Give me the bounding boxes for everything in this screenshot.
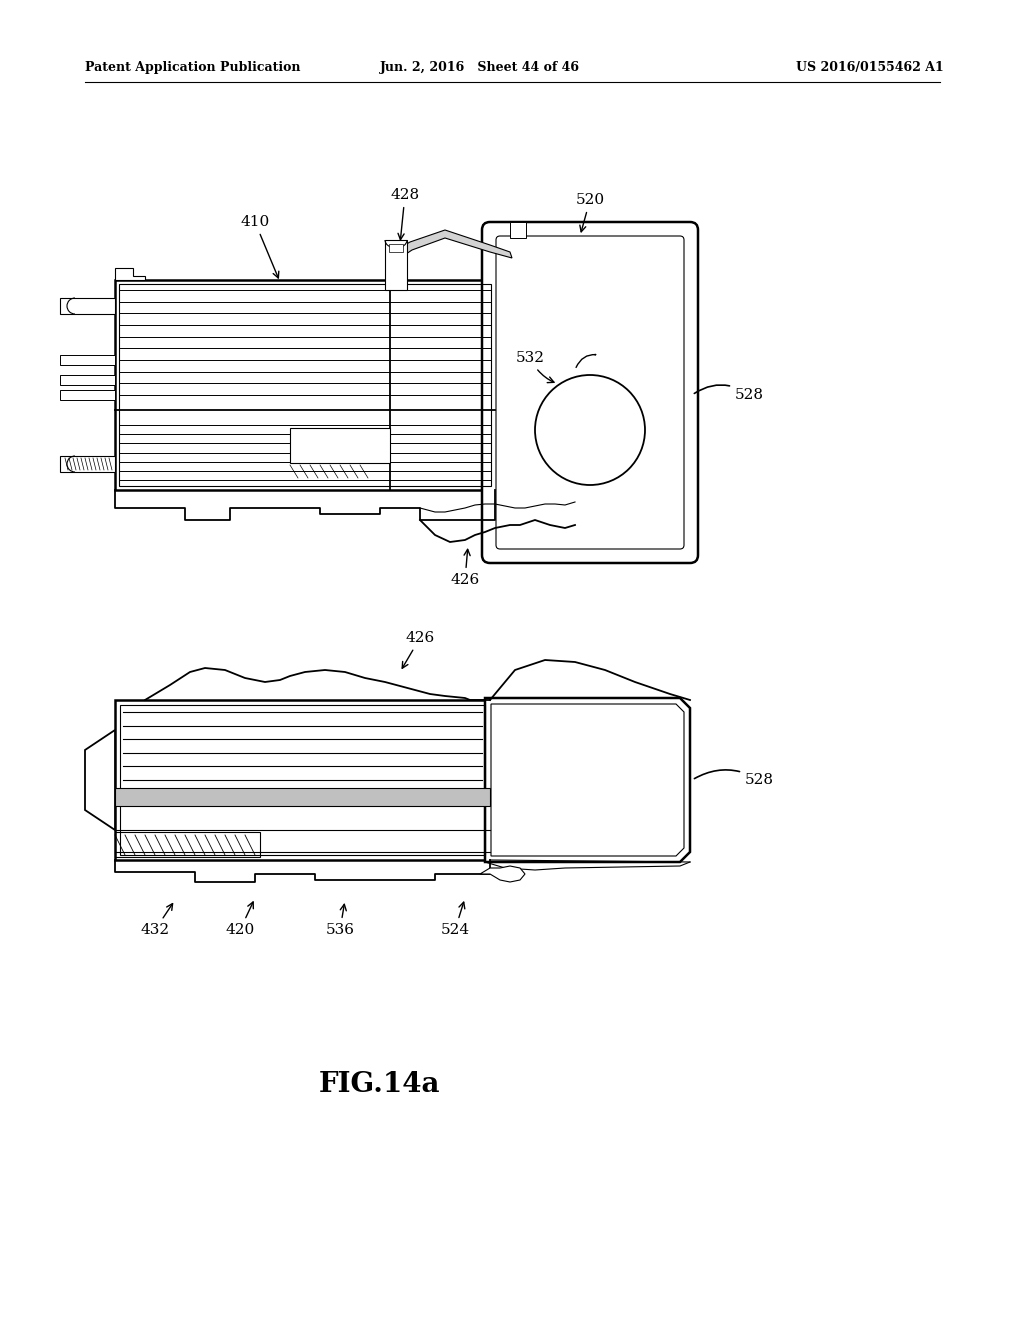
Bar	[385, 240, 407, 290]
Polygon shape	[115, 268, 145, 280]
Text: 536: 536	[326, 904, 354, 937]
Polygon shape	[480, 866, 525, 882]
Polygon shape	[485, 698, 690, 862]
Text: Patent Application Publication: Patent Application Publication	[85, 62, 300, 74]
Text: 410: 410	[241, 215, 279, 279]
Bar	[120, 705, 485, 855]
Circle shape	[535, 375, 645, 484]
Bar	[60, 389, 115, 400]
FancyArrowPatch shape	[577, 354, 596, 367]
Polygon shape	[115, 700, 490, 861]
Bar	[115, 788, 490, 807]
Bar	[115, 832, 260, 857]
Bar	[60, 375, 115, 385]
Bar	[60, 455, 115, 473]
Text: 520: 520	[575, 193, 604, 232]
Text: 428: 428	[390, 187, 420, 240]
Text: US 2016/0155462 A1: US 2016/0155462 A1	[796, 62, 944, 74]
Text: 532: 532	[515, 351, 554, 383]
Bar	[510, 222, 526, 238]
Text: Jun. 2, 2016   Sheet 44 of 46: Jun. 2, 2016 Sheet 44 of 46	[380, 62, 580, 74]
Text: FIG.14a: FIG.14a	[319, 1072, 440, 1098]
Bar	[290, 428, 390, 463]
Text: 432: 432	[140, 904, 173, 937]
Text: 426: 426	[402, 631, 434, 668]
Polygon shape	[85, 730, 115, 830]
Bar	[60, 298, 115, 314]
Text: 528: 528	[694, 385, 764, 403]
Text: 426: 426	[451, 549, 479, 587]
Bar	[389, 244, 403, 252]
Text: 528: 528	[694, 770, 774, 787]
FancyBboxPatch shape	[482, 222, 698, 564]
Polygon shape	[396, 230, 512, 257]
Text: 420: 420	[225, 902, 255, 937]
Bar	[119, 284, 490, 486]
Bar	[60, 355, 115, 366]
Text: 524: 524	[440, 902, 470, 937]
Bar	[115, 280, 495, 490]
